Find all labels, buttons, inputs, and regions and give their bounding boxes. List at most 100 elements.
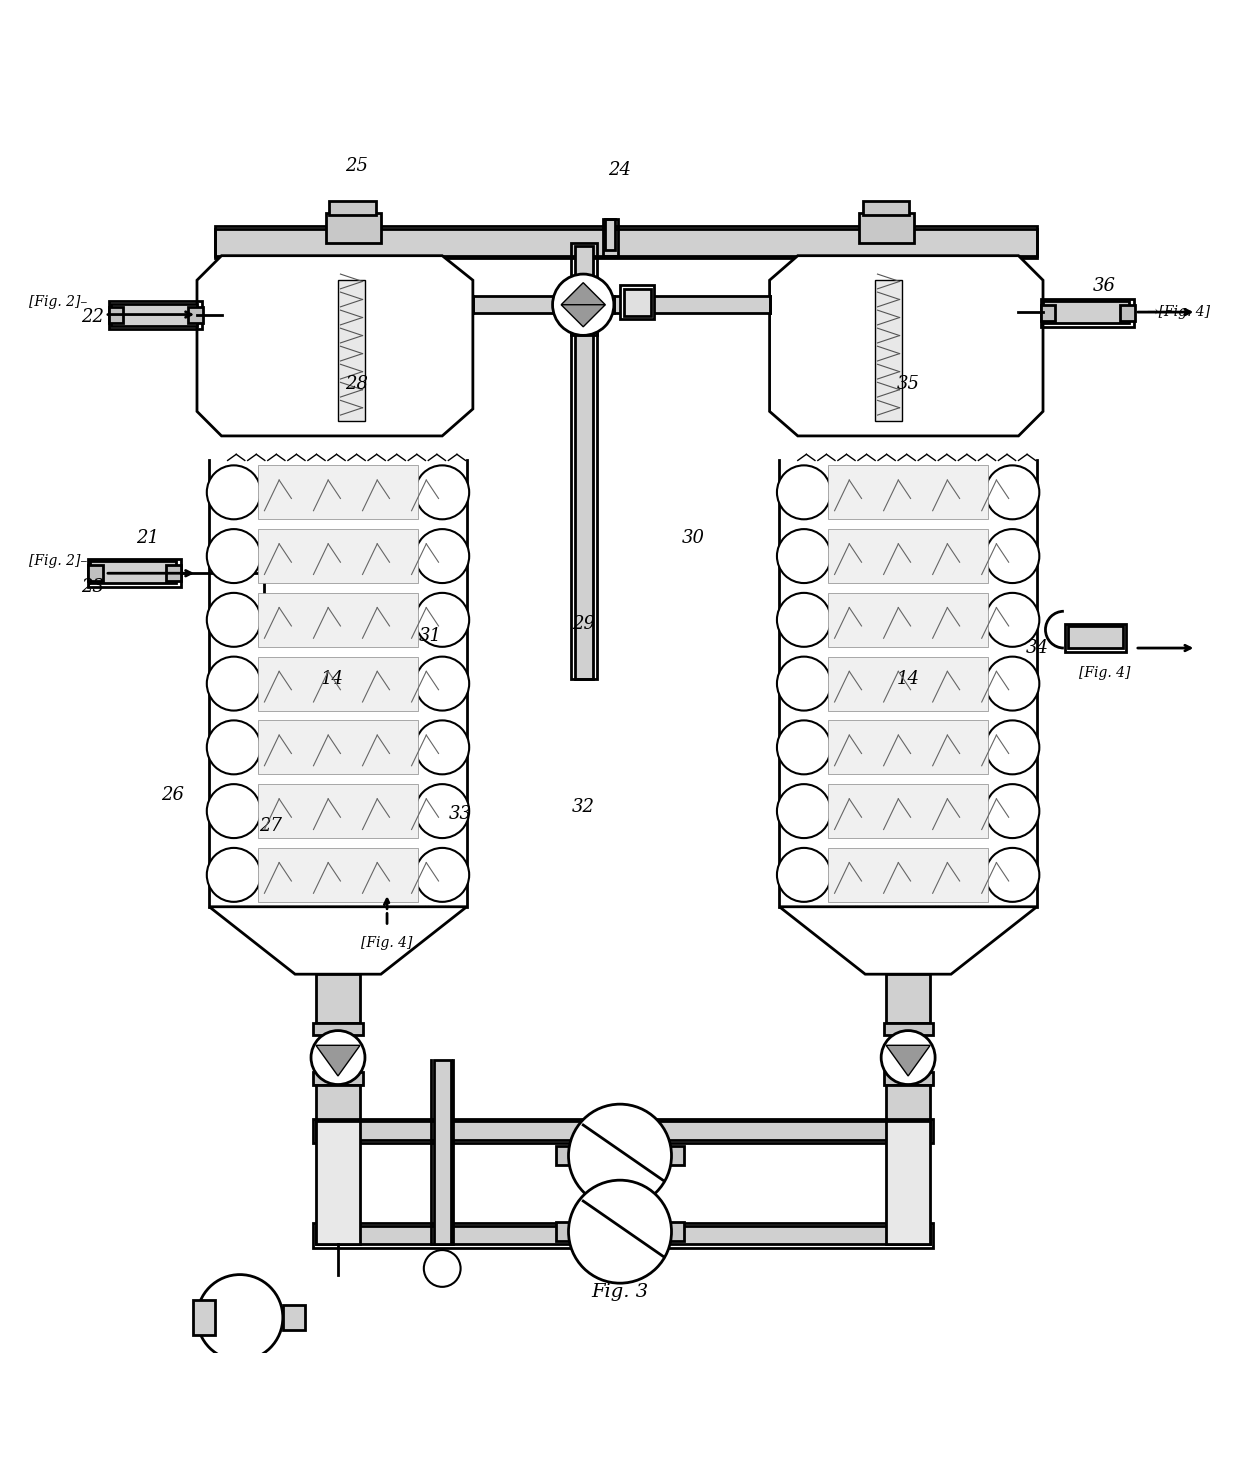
Circle shape [207, 593, 260, 647]
Circle shape [415, 593, 469, 647]
Bar [314, 1119, 932, 1144]
Bar [326, 213, 381, 243]
Circle shape [986, 721, 1039, 774]
Text: 34: 34 [1025, 639, 1048, 657]
Bar [605, 219, 615, 250]
Bar [1040, 299, 1133, 327]
Bar [109, 308, 124, 323]
Circle shape [553, 274, 614, 336]
Bar [828, 465, 988, 519]
Circle shape [986, 593, 1039, 647]
Polygon shape [887, 1045, 930, 1076]
Bar [887, 974, 930, 1023]
Circle shape [777, 657, 831, 710]
Polygon shape [780, 907, 1037, 974]
Text: [Fig. 2]–: [Fig. 2]– [29, 554, 87, 568]
Bar [863, 200, 909, 215]
Bar [620, 286, 655, 320]
Bar [109, 300, 202, 329]
Circle shape [207, 721, 260, 774]
Text: 30: 30 [682, 528, 706, 546]
Circle shape [986, 848, 1039, 901]
Bar [1120, 305, 1135, 321]
Text: 27: 27 [259, 817, 281, 835]
Bar [828, 593, 988, 647]
Circle shape [207, 465, 260, 519]
Bar [216, 226, 1037, 258]
Bar [887, 1122, 930, 1243]
Bar [859, 213, 914, 243]
Text: 33: 33 [449, 805, 472, 823]
Bar [570, 329, 596, 679]
Text: Fig. 3: Fig. 3 [591, 1283, 649, 1301]
Bar [828, 530, 988, 583]
Bar [434, 1060, 451, 1243]
Bar [828, 721, 988, 774]
Bar [1043, 300, 1128, 323]
Bar [258, 848, 418, 901]
Circle shape [415, 465, 469, 519]
Bar [574, 246, 593, 332]
Bar [166, 565, 181, 580]
Circle shape [986, 784, 1039, 838]
Circle shape [207, 657, 260, 710]
Circle shape [777, 465, 831, 519]
Bar [472, 296, 556, 314]
Bar [283, 1305, 305, 1329]
Bar [887, 1085, 930, 1122]
Bar [624, 289, 651, 315]
Bar [258, 721, 418, 774]
Bar [603, 219, 618, 256]
Bar [1040, 305, 1055, 321]
Circle shape [415, 848, 469, 901]
Circle shape [415, 784, 469, 838]
Bar [875, 280, 901, 422]
Text: 23: 23 [82, 577, 104, 596]
Bar [557, 1222, 570, 1242]
Bar [193, 1301, 216, 1335]
Circle shape [207, 530, 260, 583]
Bar [884, 1023, 932, 1036]
Circle shape [777, 530, 831, 583]
Circle shape [777, 784, 831, 838]
Bar [91, 561, 176, 583]
Circle shape [415, 657, 469, 710]
Text: 36: 36 [1092, 277, 1116, 296]
Bar [593, 1151, 647, 1160]
Bar [258, 465, 418, 519]
Text: 35: 35 [897, 376, 920, 394]
Bar [1065, 623, 1126, 651]
Bar [216, 229, 1037, 256]
Bar [316, 1085, 360, 1122]
Text: [Fig. 4]: [Fig. 4] [1079, 666, 1130, 679]
Circle shape [568, 1180, 672, 1283]
Bar [1068, 626, 1122, 648]
Text: 31: 31 [418, 628, 441, 645]
Bar [188, 308, 203, 323]
Bar [258, 530, 418, 583]
Bar [258, 657, 418, 710]
Bar [828, 848, 988, 901]
Text: 25: 25 [345, 157, 368, 175]
Bar [316, 1225, 930, 1243]
Bar [570, 243, 596, 336]
Text: →[Fig. 4]: →[Fig. 4] [1147, 305, 1210, 320]
Text: 24: 24 [609, 161, 631, 179]
Text: 32: 32 [572, 798, 595, 817]
Text: [Fig. 4]: [Fig. 4] [361, 937, 413, 950]
Bar [828, 657, 988, 710]
Bar [557, 1146, 570, 1165]
Bar [316, 1122, 360, 1243]
Circle shape [986, 657, 1039, 710]
Circle shape [882, 1030, 935, 1085]
Bar [884, 1073, 932, 1085]
Bar [88, 565, 103, 580]
Text: 14: 14 [320, 669, 343, 688]
Polygon shape [316, 1045, 360, 1076]
Circle shape [197, 1274, 283, 1360]
Bar [258, 593, 418, 647]
Circle shape [207, 848, 260, 901]
Circle shape [777, 593, 831, 647]
Bar [258, 784, 418, 838]
Bar [316, 1122, 930, 1140]
